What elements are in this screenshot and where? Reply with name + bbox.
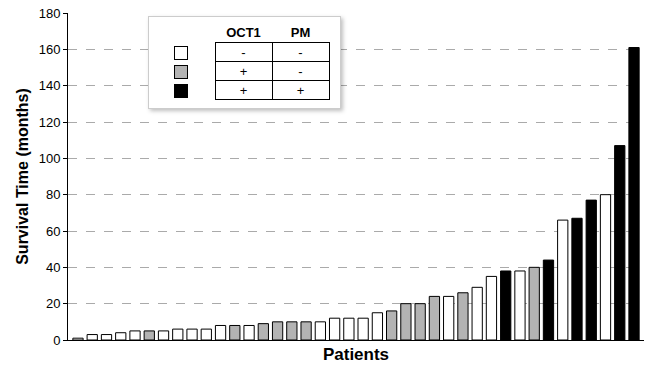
svg-text:80: 80 — [46, 187, 60, 202]
svg-text:20: 20 — [46, 296, 60, 311]
html-text:OCT1: OCT1 — [226, 25, 261, 40]
html-text:PM: PM — [290, 25, 311, 40]
svg-text:60: 60 — [46, 224, 60, 239]
svg-text:100: 100 — [39, 151, 61, 166]
svg-text:120: 120 — [39, 115, 61, 130]
svg-text:160: 160 — [39, 42, 61, 57]
svg-text:Patients: Patients — [323, 345, 389, 364]
svg-text:140: 140 — [39, 78, 61, 93]
svg-text:40: 40 — [46, 260, 60, 275]
svg-text:180: 180 — [39, 6, 61, 21]
svg-text:Survival Time (months): Survival Time (months) — [14, 88, 31, 265]
svg-text:0: 0 — [53, 333, 60, 348]
